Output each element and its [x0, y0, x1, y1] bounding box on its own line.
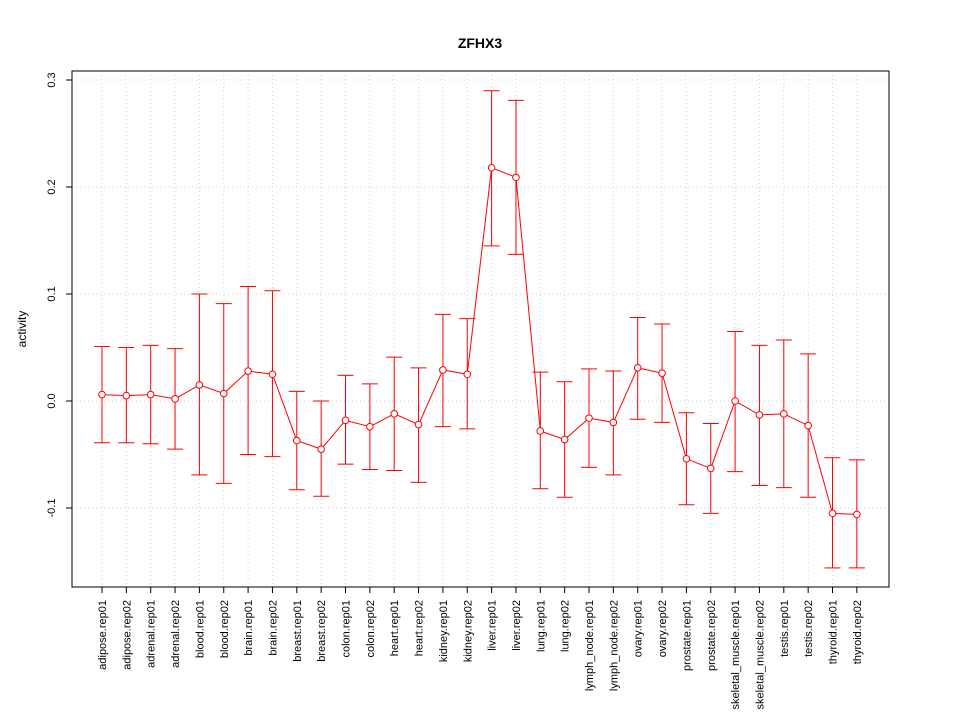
data-point: [439, 366, 447, 374]
data-point: [804, 421, 812, 430]
x-tick-label: ovary.rep02: [657, 600, 669, 657]
x-axis: adipose.rep01 adipose.rep02 adrenal.rep01 a…: [97, 586, 864, 709]
plot-frame: [71, 70, 890, 588]
data-point: [463, 370, 472, 379]
data-point: [219, 389, 228, 398]
data-point: [122, 391, 131, 400]
x-tick-label: blood.rep02: [219, 600, 231, 658]
x-tick-label: lung.rep02: [560, 600, 572, 652]
series-line: [101, 167, 857, 515]
data-point: [706, 464, 715, 473]
x-tick-label: lymph_node.rep02: [608, 600, 620, 691]
data-point: [341, 416, 350, 425]
x-tick-label: liver.rep02: [511, 600, 523, 651]
x-tick-label: thyroid.rep01: [828, 600, 840, 664]
data-point: [633, 364, 642, 372]
grid-lines: [72, 71, 889, 587]
x-tick-label: adrenal.rep02: [170, 600, 182, 668]
x-tick-label: colon.rep02: [365, 600, 377, 658]
data-point: [512, 173, 520, 182]
x-tick-label: brain.rep02: [267, 600, 279, 656]
x-tick-label: lymph_node.rep01: [584, 600, 596, 691]
y-tick-label: 0.0: [46, 393, 58, 408]
x-tick-label: testis.rep01: [779, 600, 791, 657]
data-point: [487, 163, 496, 172]
x-tick-label: ovary.rep01: [633, 600, 645, 657]
data-point: [293, 436, 301, 445]
x-tick-label: kidney.rep01: [438, 600, 450, 662]
x-tick-label: skeletal_muscle.rep01: [730, 600, 742, 709]
data-point: [780, 410, 788, 418]
data-point: [146, 390, 155, 399]
data-point: [244, 367, 252, 375]
data-point: [755, 411, 764, 419]
x-tick-label: heart.rep01: [389, 600, 401, 656]
x-tick-label: heart.rep02: [414, 600, 426, 656]
x-tick-label: brain.rep01: [243, 600, 255, 656]
x-tick-label: thyroid.rep02: [852, 600, 864, 664]
y-axis-label: activity: [15, 311, 29, 348]
y-tick-label: 0.1: [46, 286, 58, 301]
data-point: [828, 509, 837, 518]
data-point: [560, 435, 569, 444]
x-tick-label: adipose.rep01: [97, 600, 109, 670]
x-tick-label: testis.rep02: [803, 600, 815, 657]
data-point: [536, 427, 545, 435]
series-group: [94, 90, 865, 569]
data-point: [609, 418, 618, 427]
data-point: [585, 414, 593, 422]
x-tick-label: adipose.rep02: [121, 600, 133, 670]
data-point: [658, 369, 666, 377]
data-point: [390, 410, 399, 418]
x-tick-label: skeletal_muscle.rep02: [754, 600, 766, 709]
data-point: [98, 390, 106, 399]
data-point: [195, 381, 204, 389]
data-point: [731, 397, 739, 405]
y-axis: -0.1 0.0 0.1 0.2 0.3: [46, 72, 73, 518]
data-point: [414, 420, 423, 429]
x-tick-label: kidney.rep02: [462, 600, 474, 662]
x-tick-label: prostate.rep02: [706, 600, 718, 671]
x-tick-label: colon.rep01: [341, 600, 353, 658]
data-point: [268, 370, 277, 379]
y-tick-label: 0.2: [46, 179, 58, 194]
x-tick-label: liver.rep01: [487, 600, 499, 651]
data-point: [682, 454, 691, 463]
x-tick-label: adrenal.rep01: [146, 600, 158, 668]
data-point: [853, 510, 861, 519]
x-tick-label: breast.rep01: [292, 600, 304, 662]
data-point: [366, 422, 374, 431]
x-tick-label: lung.rep01: [535, 600, 547, 652]
x-tick-label: prostate.rep01: [681, 600, 693, 671]
chart-title: ZFHX3: [458, 35, 503, 51]
y-tick-label: 0.3: [46, 72, 58, 87]
x-tick-label: breast.rep02: [316, 600, 328, 662]
data-point: [317, 445, 325, 453]
y-tick-label: -0.1: [46, 499, 58, 518]
x-tick-label: blood.rep01: [194, 600, 206, 658]
data-point: [171, 395, 179, 403]
